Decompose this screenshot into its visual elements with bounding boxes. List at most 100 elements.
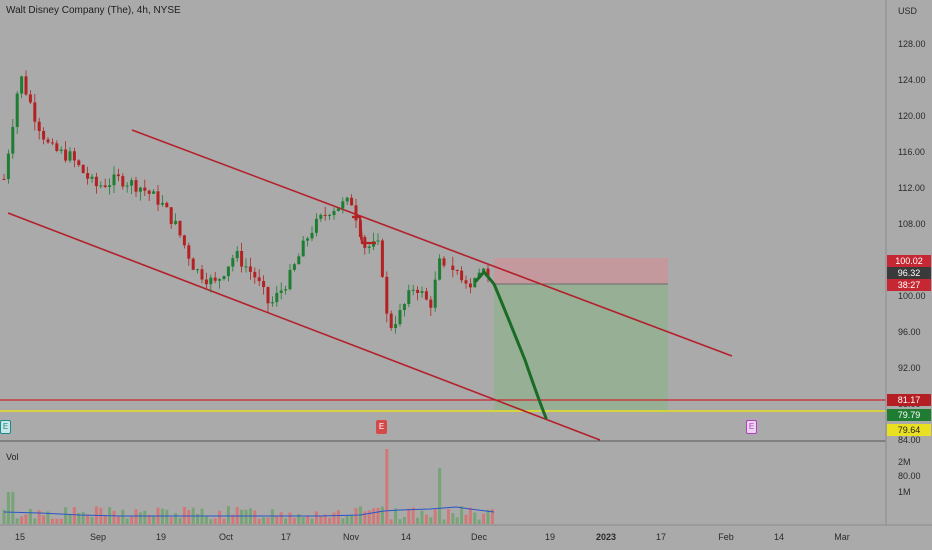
candle [288, 269, 292, 290]
volume-bar [20, 516, 24, 524]
volume-bar [218, 510, 222, 524]
candle [350, 197, 354, 206]
projection-path [474, 269, 548, 420]
volume-bar [196, 513, 200, 524]
volume-bar [323, 514, 327, 524]
candle [253, 271, 257, 278]
channel-upper-line [131, 129, 733, 357]
earnings-event-icon[interactable]: E [376, 420, 387, 434]
volume-bar [486, 509, 490, 524]
candle [266, 287, 270, 304]
volume-bar [297, 513, 301, 524]
volume-bar [165, 509, 169, 524]
earnings-event-icon[interactable]: E [746, 420, 757, 434]
candle [468, 283, 472, 288]
volume-bar [306, 516, 310, 524]
price-tick-label: 112.00 [898, 183, 925, 193]
support-yellow-tag: 79.64 [887, 424, 931, 436]
volume-bar [121, 509, 125, 524]
candle [306, 238, 310, 241]
candle [341, 201, 345, 209]
price-tick-label: 128.00 [898, 39, 926, 49]
candle [108, 185, 112, 187]
candle [24, 76, 28, 95]
volume-bar [345, 515, 349, 524]
price-step-line [352, 215, 376, 245]
candle [301, 240, 305, 257]
candle [262, 281, 266, 288]
candle [200, 269, 204, 280]
candle [442, 258, 446, 266]
volume-bar [363, 511, 367, 524]
price-tick-label: 84.00 [898, 435, 921, 445]
volume-bar [169, 517, 173, 524]
candle [6, 153, 10, 180]
candle [473, 278, 477, 288]
volume-bar [270, 509, 274, 524]
candle [429, 299, 433, 308]
volume-label: Vol [6, 452, 19, 462]
price-tick-label: 116.00 [898, 147, 925, 157]
channel-lower-line [7, 212, 601, 441]
candle [328, 215, 332, 217]
price-tick-label: 124.00 [898, 75, 926, 85]
volume-bar [380, 506, 384, 524]
volume-bar [332, 512, 336, 524]
volume-bar [394, 508, 398, 524]
price-axis-currency: USD [898, 6, 918, 16]
price-tick-label: 108.00 [898, 219, 926, 229]
volume-bar [490, 509, 494, 524]
volume-bar [301, 517, 305, 524]
time-tick-label: Feb [718, 532, 734, 542]
candle [209, 277, 213, 285]
candle [94, 176, 98, 187]
time-tick-label: Dec [471, 532, 488, 542]
time-tick-label: Mar [834, 532, 850, 542]
candle [20, 76, 24, 94]
candle [222, 276, 226, 279]
time-tick-label: 14 [774, 532, 784, 542]
candle [121, 176, 125, 187]
volume-bar [134, 509, 138, 524]
candle [90, 176, 94, 179]
volume-bar [11, 492, 15, 524]
candle [191, 258, 195, 270]
candle [59, 149, 63, 151]
time-tick-label: 15 [15, 532, 25, 542]
volume-bar [376, 507, 380, 524]
volume-bar [372, 508, 376, 524]
time-tick-label: 17 [656, 532, 666, 542]
candle [394, 324, 398, 329]
candle [46, 139, 50, 143]
candle [147, 190, 151, 194]
volume-bar [314, 511, 318, 524]
candle [218, 278, 222, 281]
volume-bar [77, 512, 81, 524]
volume-bar [46, 511, 50, 524]
candle [125, 185, 129, 187]
countdown-tag: 38:27 [887, 279, 931, 291]
candle [37, 121, 41, 131]
candle [297, 256, 301, 265]
volume-bar [464, 514, 468, 524]
candle [424, 291, 428, 300]
volume-bar [209, 519, 213, 524]
volume-bar [112, 510, 116, 524]
price-tick-label: 120.00 [898, 111, 926, 121]
candle [336, 208, 340, 212]
volume-bar [398, 519, 402, 524]
volume-bar [451, 512, 455, 524]
candle [103, 185, 107, 187]
volume-bar [292, 517, 296, 524]
volume-bar [433, 509, 437, 524]
earnings-event-icon[interactable]: E [0, 420, 11, 434]
volume-bar [72, 507, 76, 524]
volume-bar [15, 518, 19, 524]
volume-bar [37, 510, 41, 524]
volume-bar [253, 510, 257, 524]
time-tick-label: Sep [90, 532, 106, 542]
candle [99, 185, 103, 187]
candle [354, 205, 358, 221]
